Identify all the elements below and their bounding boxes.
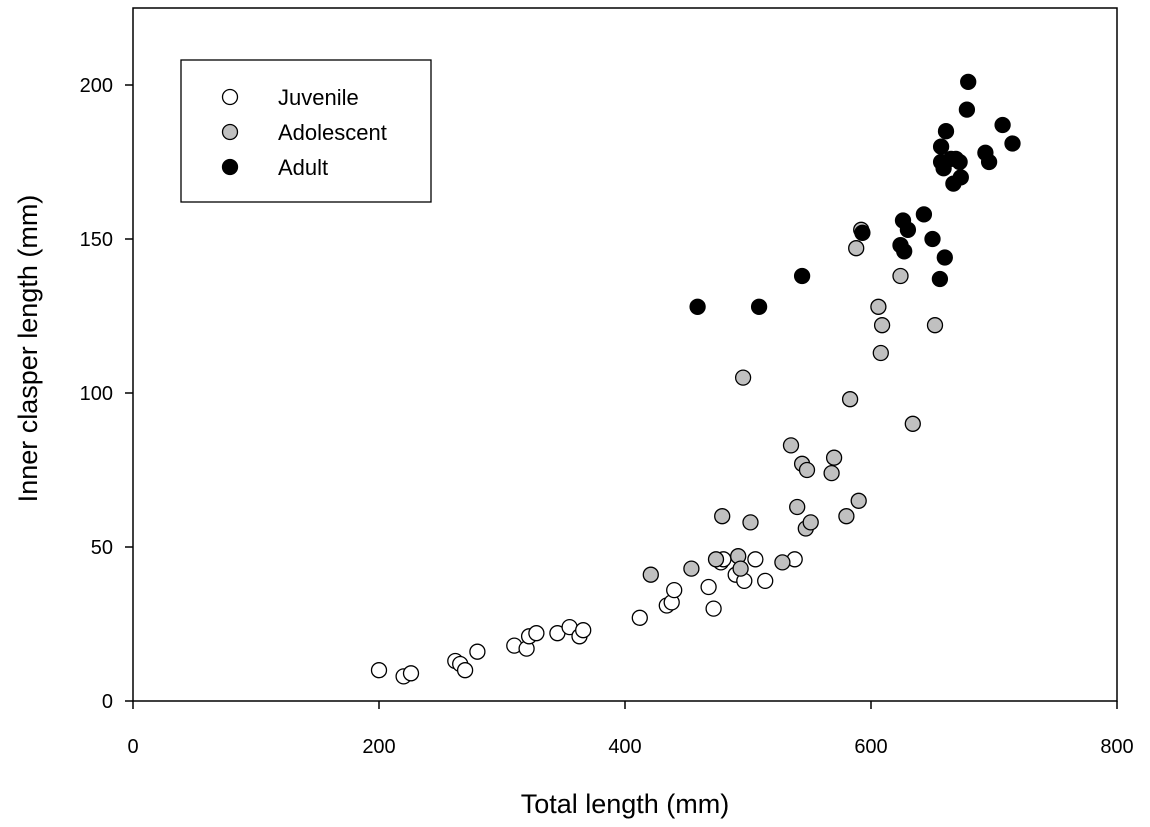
point-adolescent bbox=[782, 437, 800, 454]
point-adult bbox=[689, 298, 706, 315]
legend-marker-adolescent bbox=[221, 123, 239, 141]
point-adolescent bbox=[850, 492, 867, 509]
y-tick-label: 50 bbox=[91, 537, 113, 559]
legend-marker-adult bbox=[221, 158, 239, 176]
point-juvenile bbox=[747, 551, 764, 568]
point-adolescent bbox=[841, 391, 859, 408]
point-adolescent bbox=[642, 566, 659, 583]
point-adolescent bbox=[872, 344, 889, 362]
point-adult bbox=[937, 123, 955, 140]
point-juvenile bbox=[631, 609, 648, 626]
legend-marker-juvenile bbox=[221, 88, 239, 106]
point-adolescent bbox=[714, 508, 731, 525]
point-juvenile bbox=[469, 643, 486, 660]
point-juvenile bbox=[402, 665, 420, 682]
point-adolescent bbox=[926, 317, 944, 334]
y-axis-title: Inner clasper length (mm) bbox=[13, 195, 43, 503]
point-adolescent bbox=[802, 514, 819, 531]
point-adolescent bbox=[734, 369, 752, 386]
point-juvenile bbox=[705, 600, 722, 617]
point-adolescent bbox=[892, 267, 909, 285]
x-tick-label: 600 bbox=[854, 736, 887, 758]
point-juvenile bbox=[528, 625, 545, 642]
point-adult bbox=[915, 206, 933, 223]
point-adolescent bbox=[789, 498, 806, 516]
point-adult bbox=[931, 270, 949, 288]
point-adult bbox=[924, 230, 941, 248]
point-juvenile bbox=[370, 662, 388, 679]
x-tick-label: 0 bbox=[127, 736, 138, 758]
point-adolescent bbox=[707, 551, 725, 568]
x-axis-title: Total length (mm) bbox=[521, 789, 730, 819]
legend-label-adolescent: Adolescent bbox=[278, 120, 387, 145]
x-axis: 0 200 400 600 800 bbox=[127, 701, 1134, 758]
point-juvenile bbox=[575, 622, 592, 639]
point-adult bbox=[896, 243, 913, 260]
point-adult bbox=[1004, 135, 1021, 152]
point-adolescent bbox=[873, 317, 891, 334]
point-juvenile bbox=[666, 581, 683, 599]
point-adolescent bbox=[838, 508, 855, 525]
point-adolescent bbox=[825, 449, 843, 466]
point-adult bbox=[980, 153, 998, 171]
point-adolescent bbox=[683, 560, 700, 577]
point-adolescent bbox=[732, 560, 749, 577]
legend-label-juvenile: Juvenile bbox=[278, 85, 359, 110]
point-adult bbox=[793, 267, 811, 285]
point-adult bbox=[960, 73, 977, 91]
point-adult bbox=[750, 298, 768, 315]
point-adolescent bbox=[823, 464, 840, 482]
point-adult bbox=[952, 169, 969, 186]
point-adult bbox=[899, 221, 917, 238]
point-adolescent bbox=[870, 298, 887, 315]
y-axis: 0 50 100 150 200 bbox=[80, 75, 133, 713]
point-juvenile bbox=[700, 578, 717, 596]
y-tick-label: 150 bbox=[80, 229, 113, 251]
x-tick-label: 400 bbox=[608, 736, 641, 758]
y-tick-label: 200 bbox=[80, 75, 113, 97]
point-adult bbox=[932, 138, 950, 155]
point-adult bbox=[854, 224, 871, 241]
point-adolescent bbox=[798, 461, 816, 479]
legend-label-adult: Adult bbox=[278, 155, 328, 180]
y-tick-label: 100 bbox=[80, 383, 113, 405]
y-tick-label: 0 bbox=[102, 691, 113, 713]
point-adolescent bbox=[774, 554, 791, 571]
point-adult bbox=[958, 101, 976, 118]
point-juvenile bbox=[456, 662, 474, 679]
point-adult bbox=[994, 116, 1011, 134]
point-adolescent bbox=[848, 240, 865, 257]
data-points bbox=[370, 73, 1021, 685]
x-tick-label: 800 bbox=[1100, 736, 1133, 758]
legend: Juvenile Adolescent Adult bbox=[180, 59, 432, 203]
point-adolescent bbox=[742, 514, 759, 531]
point-adolescent bbox=[904, 415, 921, 432]
point-juvenile bbox=[757, 572, 774, 590]
point-adult bbox=[936, 249, 953, 266]
x-tick-label: 200 bbox=[362, 736, 395, 758]
point-adult bbox=[942, 150, 960, 168]
